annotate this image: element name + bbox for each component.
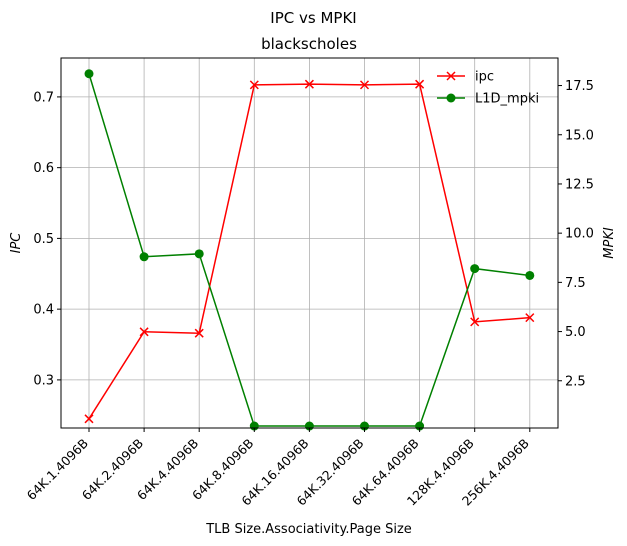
y-left-tick-label: 0.5 <box>33 232 54 247</box>
data-point-ipc <box>415 79 425 89</box>
data-point-ipc <box>84 414 94 424</box>
legend-marker <box>446 93 456 103</box>
data-point-ipc <box>470 317 480 327</box>
data-point-L1D_mpki <box>525 270 535 280</box>
legend-label: ipc <box>475 70 494 85</box>
chart-subtitle: blackscholes <box>261 35 357 53</box>
chart-title: IPC vs MPKI <box>270 9 356 27</box>
data-point-L1D_mpki <box>84 69 94 79</box>
legend-marker <box>446 71 456 81</box>
y-axis-right: 2.5 5.0 7.5 10.0 12.5 15.0 17.5 <box>558 79 594 389</box>
data-point-ipc <box>304 79 314 89</box>
y-right-tick-label: 5.0 <box>565 325 586 340</box>
x-axis: 64K.1.4096B64K.2.4096B64K.4.4096B64K.8.4… <box>24 428 532 509</box>
y-right-tick-label: 10.0 <box>565 227 594 242</box>
grid <box>61 58 558 428</box>
y-left-tick-label: 0.3 <box>33 373 54 388</box>
legend: ipc L1D_mpki <box>437 70 539 107</box>
y-right-tick-label: 2.5 <box>565 374 586 389</box>
y-left-tick-label: 0.4 <box>33 303 54 318</box>
data-point-L1D_mpki <box>470 264 480 274</box>
y-axis-right-label: MPKI <box>602 227 617 259</box>
y-axis-left-label: IPC <box>9 232 24 254</box>
y-left-tick-label: 0.7 <box>33 90 54 105</box>
y-left-tick-label: 0.6 <box>33 161 54 176</box>
data-point-ipc <box>359 80 370 90</box>
data-point-ipc <box>525 313 535 323</box>
series-ipc <box>84 79 535 424</box>
data-point-ipc <box>139 327 149 337</box>
legend-item-L1D_mpki: L1D_mpki <box>437 92 539 107</box>
x-axis-label: TLB Size.Associativity.Page Size <box>205 522 412 537</box>
series-layer <box>84 69 535 431</box>
data-point-ipc <box>194 328 204 338</box>
y-right-tick-label: 17.5 <box>565 79 594 94</box>
y-right-tick-label: 15.0 <box>565 128 594 143</box>
data-point-ipc <box>249 80 259 90</box>
legend-item-ipc: ipc <box>437 70 494 85</box>
y-axis-left: 0.3 0.4 0.5 0.6 0.7 <box>33 90 61 388</box>
y-right-tick-label: 12.5 <box>565 177 594 192</box>
data-point-L1D_mpki <box>194 249 204 259</box>
series-L1D_mpki <box>84 69 535 431</box>
data-point-L1D_mpki <box>139 252 149 262</box>
legend-label: L1D_mpki <box>475 92 539 107</box>
y-right-tick-label: 7.5 <box>565 276 586 291</box>
